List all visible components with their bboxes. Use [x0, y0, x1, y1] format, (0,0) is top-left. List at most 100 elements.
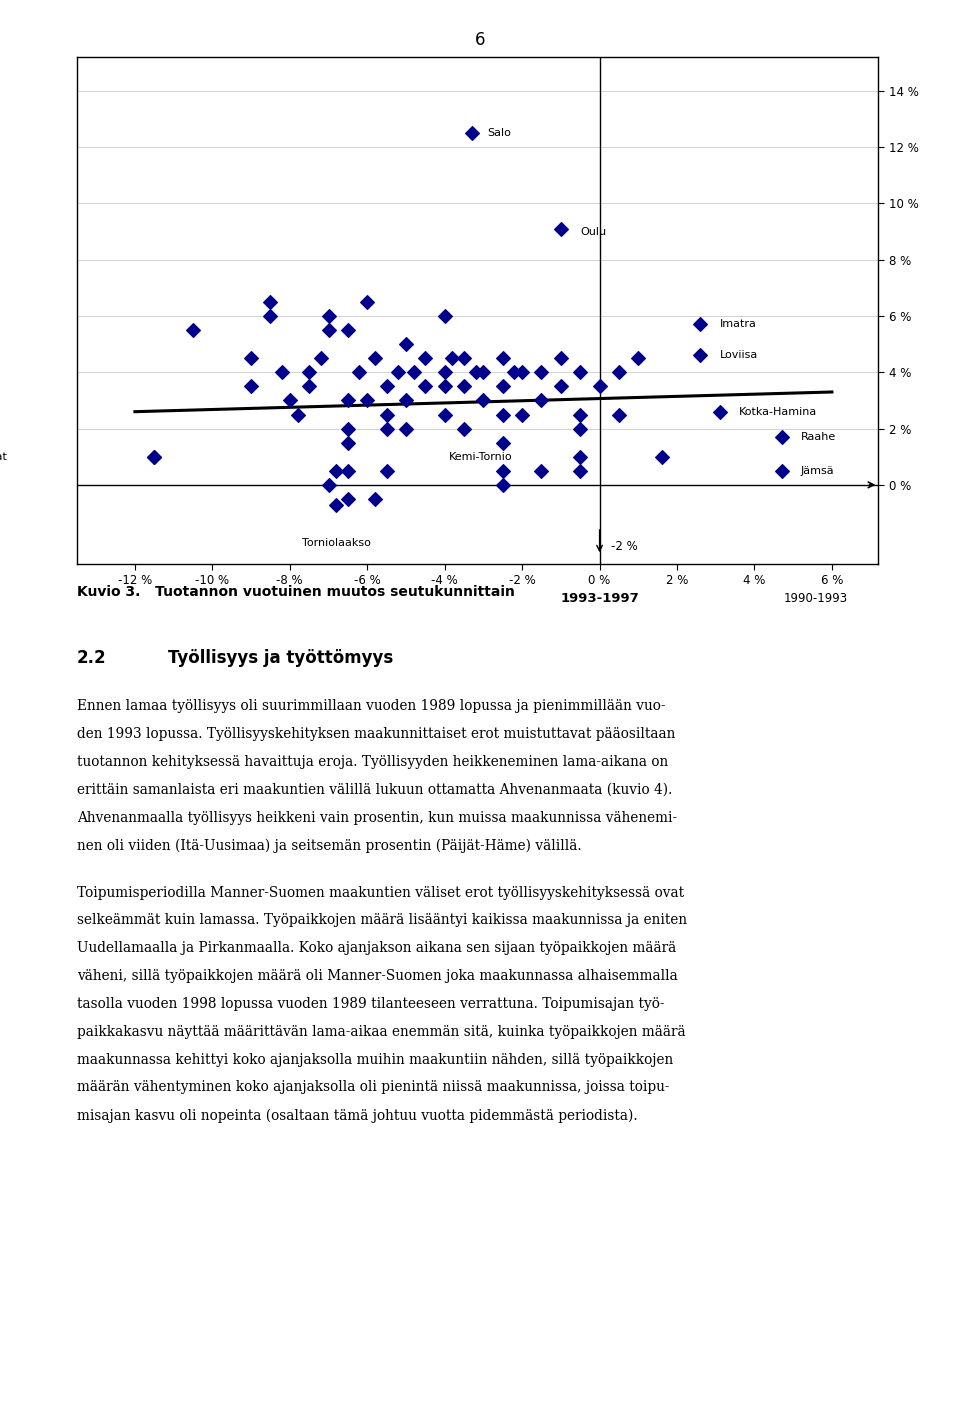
- Text: Uudellamaalla ja Pirkanmaalla. Koko ajanjakson aikana sen sijaan työpaikkojen mä: Uudellamaalla ja Pirkanmaalla. Koko ajan…: [77, 942, 676, 955]
- Text: Oulu: Oulu: [580, 227, 607, 237]
- Point: [244, 375, 259, 398]
- Point: [456, 347, 471, 370]
- Text: paikkakasvu näyttää määrittävän lama-aikaa enemmän sitä, kuinka työpaikkojen mää: paikkakasvu näyttää määrittävän lama-aik…: [77, 1025, 685, 1039]
- Text: määrän vähentyminen koko ajanjaksolla oli pienintä niissä maakunnissa, joissa to: määrän vähentyminen koko ajanjaksolla ol…: [77, 1080, 669, 1095]
- Point: [301, 361, 317, 384]
- Point: [612, 402, 627, 425]
- Point: [282, 390, 298, 412]
- Point: [712, 401, 728, 424]
- Text: misajan kasvu oli nopeinta (osaltaan tämä johtuu vuotta pidemmästä periodista).: misajan kasvu oli nopeinta (osaltaan täm…: [77, 1109, 637, 1123]
- Point: [553, 375, 568, 398]
- Point: [534, 390, 549, 412]
- Point: [553, 347, 568, 370]
- Text: Raahe: Raahe: [801, 432, 836, 442]
- Point: [368, 347, 383, 370]
- Text: tuotannon kehityksessä havaittuja eroja. Työllisyyden heikkeneminen lama-aikana : tuotannon kehityksessä havaittuja eroja.…: [77, 755, 668, 769]
- Point: [351, 361, 367, 384]
- Point: [468, 361, 483, 384]
- Text: tasolla vuoden 1998 lopussa vuoden 1989 tilanteeseen verrattuna. Toipumisajan ty: tasolla vuoden 1998 lopussa vuoden 1989 …: [77, 997, 664, 1010]
- Point: [476, 361, 492, 384]
- Point: [572, 402, 588, 425]
- Point: [379, 459, 395, 482]
- Text: nen oli viiden (Itä-Uusimaa) ja seitsemän prosentin (Päijät-Häme) välillä.: nen oli viiden (Itä-Uusimaa) ja seitsemä…: [77, 839, 582, 853]
- Point: [495, 474, 511, 497]
- Text: 2.2: 2.2: [77, 649, 107, 668]
- Point: [495, 375, 511, 398]
- Point: [340, 459, 355, 482]
- Point: [185, 318, 201, 341]
- Point: [444, 347, 460, 370]
- Point: [692, 313, 708, 335]
- Point: [147, 445, 162, 468]
- Point: [340, 417, 355, 440]
- Text: 6: 6: [475, 31, 485, 50]
- Text: Salo: Salo: [488, 128, 511, 138]
- Point: [553, 217, 568, 240]
- Text: Imatra: Imatra: [720, 320, 756, 330]
- Point: [572, 445, 588, 468]
- Text: Kemi-Tornio: Kemi-Tornio: [448, 452, 513, 462]
- Text: den 1993 lopussa. Työllisyyskehityksen maakunnittaiset erot muistuttavat pääosil: den 1993 lopussa. Työllisyyskehityksen m…: [77, 728, 675, 741]
- Point: [340, 390, 355, 412]
- Text: Jämsä: Jämsä: [801, 465, 834, 475]
- Point: [301, 375, 317, 398]
- Text: Työllisyys ja työttömyys: Työllisyys ja työttömyys: [168, 649, 394, 668]
- Text: Torniolaakso: Torniolaakso: [301, 538, 371, 548]
- Point: [360, 291, 375, 314]
- Point: [515, 402, 530, 425]
- Point: [406, 361, 421, 384]
- Text: Ahvenanmaalla työllisyys heikkeni vain prosentin, kun muissa maakunnissa vähenem: Ahvenanmaalla työllisyys heikkeni vain p…: [77, 811, 677, 825]
- Point: [398, 332, 414, 355]
- Point: [360, 390, 375, 412]
- Point: [495, 402, 511, 425]
- Point: [290, 402, 305, 425]
- Point: [572, 417, 588, 440]
- Point: [495, 431, 511, 454]
- Point: [464, 121, 479, 144]
- Point: [495, 459, 511, 482]
- Point: [147, 445, 162, 468]
- Point: [328, 459, 344, 482]
- Point: [418, 347, 433, 370]
- Point: [437, 375, 452, 398]
- Point: [437, 304, 452, 327]
- Text: 1990-1993: 1990-1993: [783, 592, 848, 605]
- Point: [476, 390, 492, 412]
- Point: [368, 488, 383, 511]
- Point: [263, 304, 278, 327]
- Point: [631, 347, 646, 370]
- Text: Ennen lamaa työllisyys oli suurimmillaan vuoden 1989 lopussa ja pienimmillään vu: Ennen lamaa työllisyys oli suurimmillaan…: [77, 699, 665, 714]
- Point: [340, 318, 355, 341]
- Text: Toipumisperiodilla Manner-Suomen maakuntien väliset erot työllisyyskehityksessä : Toipumisperiodilla Manner-Suomen maakunt…: [77, 886, 684, 899]
- Point: [321, 318, 336, 341]
- Point: [244, 347, 259, 370]
- Point: [275, 361, 290, 384]
- Point: [507, 361, 522, 384]
- Point: [263, 291, 278, 314]
- Point: [534, 361, 549, 384]
- Point: [437, 402, 452, 425]
- Point: [328, 494, 344, 517]
- Text: 1993-1997: 1993-1997: [561, 592, 639, 605]
- Point: [774, 459, 789, 482]
- Point: [495, 347, 511, 370]
- Text: erittäin samanlaista eri maakuntien välillä lukuun ottamatta Ahvenanmaata (kuvio: erittäin samanlaista eri maakuntien väli…: [77, 782, 672, 796]
- Text: Kärkikunnat: Kärkikunnat: [0, 452, 8, 462]
- Point: [774, 425, 789, 448]
- Point: [398, 390, 414, 412]
- Point: [321, 304, 336, 327]
- Point: [592, 375, 608, 398]
- Text: väheni, sillä työpaikkojen määrä oli Manner-Suomen joka maakunnassa alhaisemmall: väheni, sillä työpaikkojen määrä oli Man…: [77, 969, 678, 983]
- Point: [654, 445, 669, 468]
- Point: [340, 488, 355, 511]
- Point: [456, 417, 471, 440]
- Point: [321, 474, 336, 497]
- Text: selkeämmät kuin lamassa. Työpaikkojen määrä lisääntyi kaikissa maakunnissa ja en: selkeämmät kuin lamassa. Työpaikkojen mä…: [77, 913, 687, 928]
- Point: [379, 375, 395, 398]
- Text: Kuvio 3.   Tuotannon vuotuinen muutos seutukunnittain: Kuvio 3. Tuotannon vuotuinen muutos seut…: [77, 585, 515, 599]
- Point: [692, 344, 708, 367]
- Point: [456, 375, 471, 398]
- Point: [379, 402, 395, 425]
- Text: Loviisa: Loviisa: [720, 351, 757, 361]
- Text: Kotka-Hamina: Kotka-Hamina: [739, 407, 817, 417]
